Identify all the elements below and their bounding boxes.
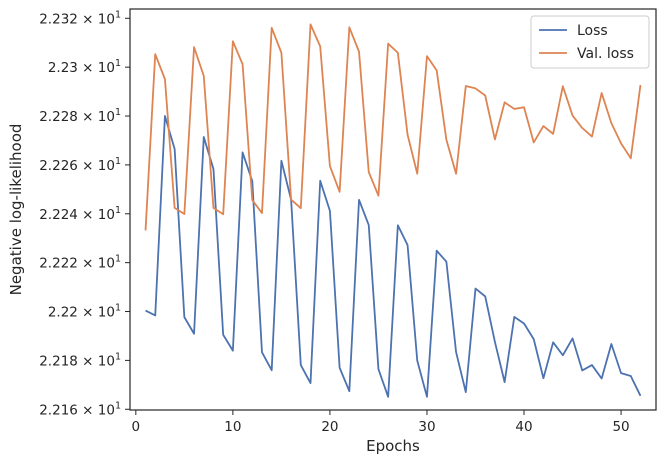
y-tick-label: 2.218 × 101 [39, 351, 121, 369]
y-tick-label: 2.224 × 101 [39, 205, 121, 223]
y-tick-label: 2.216 × 101 [39, 400, 121, 418]
x-tick-label: 0 [132, 419, 141, 435]
legend-box [530, 15, 650, 69]
y-tick-label: 2.232 × 101 [39, 9, 121, 27]
series-line-val-loss [144, 23, 642, 231]
y-tick-label: 2.222 × 101 [39, 254, 121, 272]
x-tick-label: 20 [321, 419, 338, 435]
x-tick-label: 30 [418, 419, 435, 435]
y-tick-label: 2.228 × 101 [39, 107, 121, 125]
y-tick-label: 2.22 × 101 [48, 303, 121, 321]
y-axis-ticks: 2.216 × 101 2.218 × 101 2.22 × 101 2.222 × … [39, 9, 130, 418]
x-tick-label: 10 [224, 419, 241, 435]
legend-label-val-loss: Val. loss [577, 46, 634, 62]
plot-frame [129, 8, 657, 411]
x-tick-label: 40 [515, 419, 532, 435]
x-axis-label: Epochs [366, 437, 420, 455]
x-tick-label: 50 [612, 419, 629, 435]
plot-lines [144, 23, 642, 398]
legend-label-loss: Loss [577, 23, 608, 39]
y-tick-label: 2.226 × 101 [39, 156, 121, 174]
y-tick-label: 2.23 × 101 [48, 58, 121, 76]
legend: Loss Val. loss [530, 15, 650, 69]
series-line-loss [145, 115, 642, 398]
y-axis-label: Negative log-likelihood [7, 124, 25, 296]
x-axis-ticks: 0 10 20 30 40 50 [132, 410, 630, 435]
